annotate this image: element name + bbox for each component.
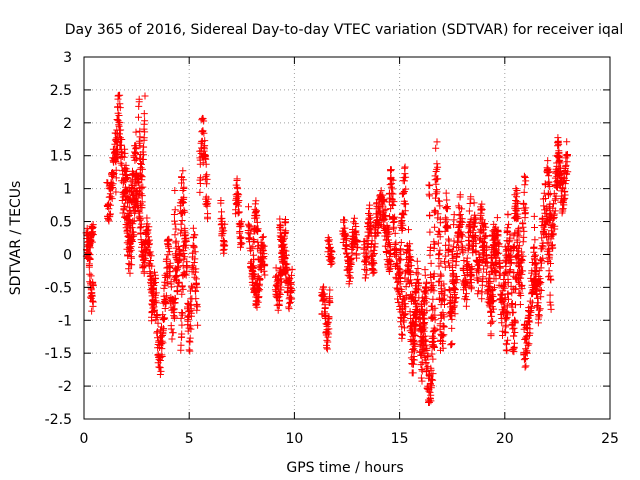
x-tick-label: 5 (185, 431, 194, 447)
y-axis-label: SDTVAR / TECUs (8, 181, 24, 296)
ticks (83, 56, 611, 420)
y-tick-label: -2.5 (45, 412, 72, 428)
x-tick-label: 0 (80, 431, 89, 447)
y-tick-label: 0.5 (50, 215, 72, 231)
x-tick-label: 10 (285, 431, 303, 447)
x-tick-label: 15 (391, 431, 409, 447)
y-tick-label: 3 (63, 50, 72, 66)
y-tick-label: 1 (63, 182, 72, 198)
data-points (82, 91, 572, 406)
x-axis-label: GPS time / hours (286, 460, 403, 476)
x-tick-labels: 0 5 10 15 20 25 (80, 431, 619, 447)
y-tick-label: 0 (63, 247, 72, 263)
x-tick-label: 25 (601, 431, 619, 447)
x-tick-label: 20 (496, 431, 514, 447)
y-tick-label: -2 (58, 379, 72, 395)
y-tick-label: -0.5 (45, 280, 72, 296)
scatter-markers (82, 91, 572, 406)
y-tick-label: -1 (58, 313, 72, 329)
y-tick-label: -1.5 (45, 346, 72, 362)
y-tick-label: 2 (63, 116, 72, 132)
y-tick-label: 2.5 (50, 83, 72, 99)
chart-title: Day 365 of 2016, Sidereal Day-to-day VTE… (65, 22, 623, 38)
plot-frame (83, 56, 611, 420)
y-tick-label: 1.5 (50, 149, 72, 165)
y-tick-labels: -2.5 -2 -1.5 -1 -0.5 0 0.5 1 1.5 2 2.5 3 (45, 50, 72, 428)
